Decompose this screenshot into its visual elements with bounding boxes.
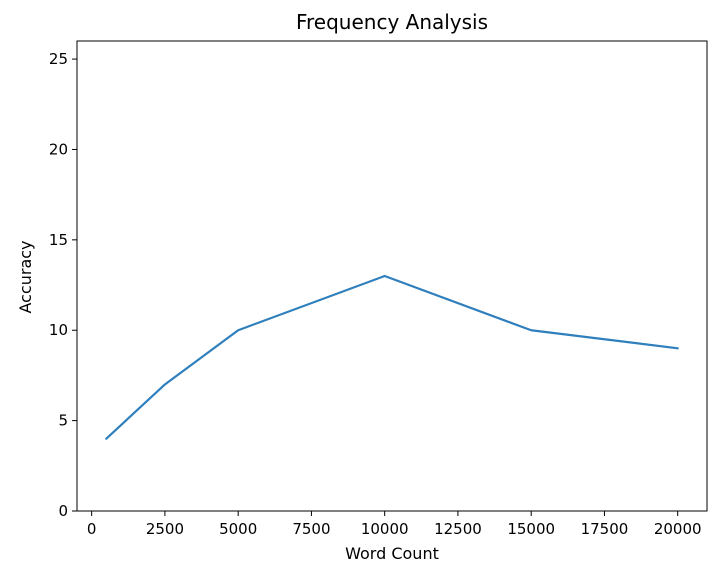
chart-title: Frequency Analysis	[296, 10, 488, 34]
x-tick-label: 5000	[219, 520, 257, 538]
y-axis-label: Accuracy	[16, 240, 35, 313]
y-tick-label: 10	[49, 321, 68, 339]
x-tick-label: 12500	[434, 520, 482, 538]
x-tick-label: 17500	[581, 520, 629, 538]
x-tick-label: 0	[87, 520, 97, 538]
x-tick-label: 20000	[654, 520, 702, 538]
plot-area: 0 2500 5000 7500 10000 12500 15000 17500 20000 0 5…	[49, 40, 708, 538]
plot-frame	[76, 40, 708, 512]
y-tick-label: 15	[49, 231, 68, 249]
x-tick-label: 10000	[361, 520, 409, 538]
x-tick-label: 7500	[292, 520, 330, 538]
series-line-0	[105, 274, 679, 440]
y-tick-label: 25	[49, 50, 68, 68]
x-tick-label: 15000	[507, 520, 555, 538]
x-tick-label: 2500	[146, 520, 184, 538]
y-tick-label: 20	[49, 140, 68, 158]
y-tick-label: 0	[58, 502, 68, 520]
y-tick-label: 5	[58, 412, 68, 430]
x-axis-label: Word Count	[345, 544, 439, 563]
